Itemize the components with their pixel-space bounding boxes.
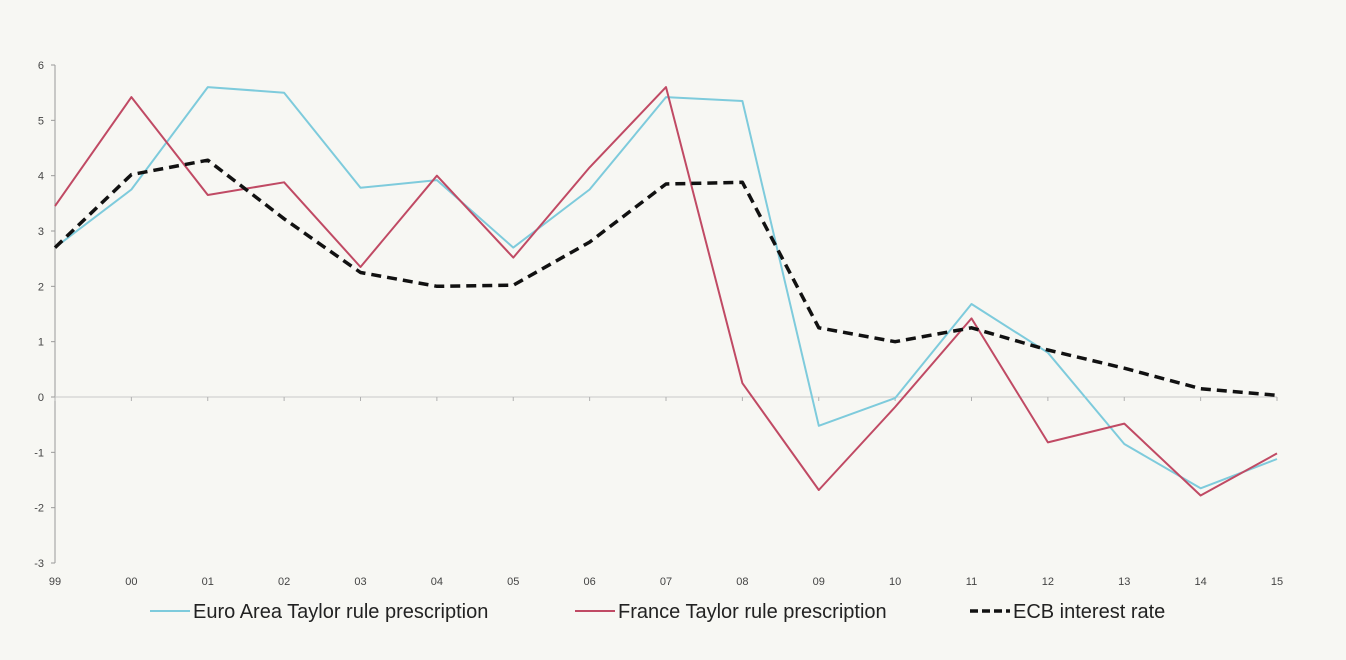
x-tick-label: 08 <box>736 576 748 588</box>
legend-label: ECB interest rate <box>1013 601 1165 623</box>
x-tick-label: 99 <box>49 576 61 588</box>
y-tick-label: 2 <box>38 281 44 293</box>
x-tick-label: 11 <box>966 576 977 588</box>
y-tick-label: 1 <box>38 337 44 349</box>
x-tick-label: 02 <box>278 576 290 588</box>
x-tick-label: 10 <box>889 576 901 588</box>
legend-item-3: ECB interest rate <box>970 601 1165 623</box>
y-tick-label: -2 <box>34 503 44 515</box>
y-tick-label: 3 <box>38 226 44 238</box>
x-tick-label: 00 <box>125 576 137 588</box>
x-tick-label: 15 <box>1271 576 1283 588</box>
y-tick-labels: 6 5 4 3 2 1 0 -1 -2 -3 <box>34 60 44 570</box>
y-tick-label: 0 <box>38 392 44 404</box>
x-tick-label: 07 <box>660 576 672 588</box>
x-tick-label: 13 <box>1118 576 1130 588</box>
x-tick-label: 12 <box>1042 576 1054 588</box>
x-tick-label: 06 <box>584 576 596 588</box>
x-tick-label: 04 <box>431 576 443 588</box>
legend-label: Euro Area Taylor rule prescription <box>193 601 488 623</box>
x-tick-labels: 99 00 01 02 03 04 05 06 07 08 09 10 11 12 13 14 15 <box>49 576 1283 588</box>
y-tick-label: -3 <box>34 558 44 570</box>
y-tick-label: -1 <box>34 447 44 459</box>
axes <box>51 64 1278 564</box>
legend-label: France Taylor rule prescription <box>618 601 887 623</box>
x-tick-label: 01 <box>202 576 214 588</box>
x-tick-label: 09 <box>813 576 825 588</box>
series-lines <box>53 86 1278 497</box>
y-tick-label: 4 <box>38 171 44 183</box>
x-tick-label: 05 <box>507 576 519 588</box>
legend-item-1: Euro Area Taylor rule prescription <box>150 601 488 623</box>
series-line-1 <box>54 86 1278 490</box>
y-tick-label: 6 <box>38 60 44 72</box>
y-tick-label: 5 <box>38 115 44 127</box>
series-line-3 <box>53 158 1278 398</box>
x-tick-label: 14 <box>1195 576 1207 588</box>
legend: Euro Area Taylor rule prescription France… <box>150 601 1165 623</box>
legend-item-2: France Taylor rule prescription <box>575 601 887 623</box>
series-line-2 <box>54 86 1278 497</box>
x-tick-label: 03 <box>354 576 366 588</box>
